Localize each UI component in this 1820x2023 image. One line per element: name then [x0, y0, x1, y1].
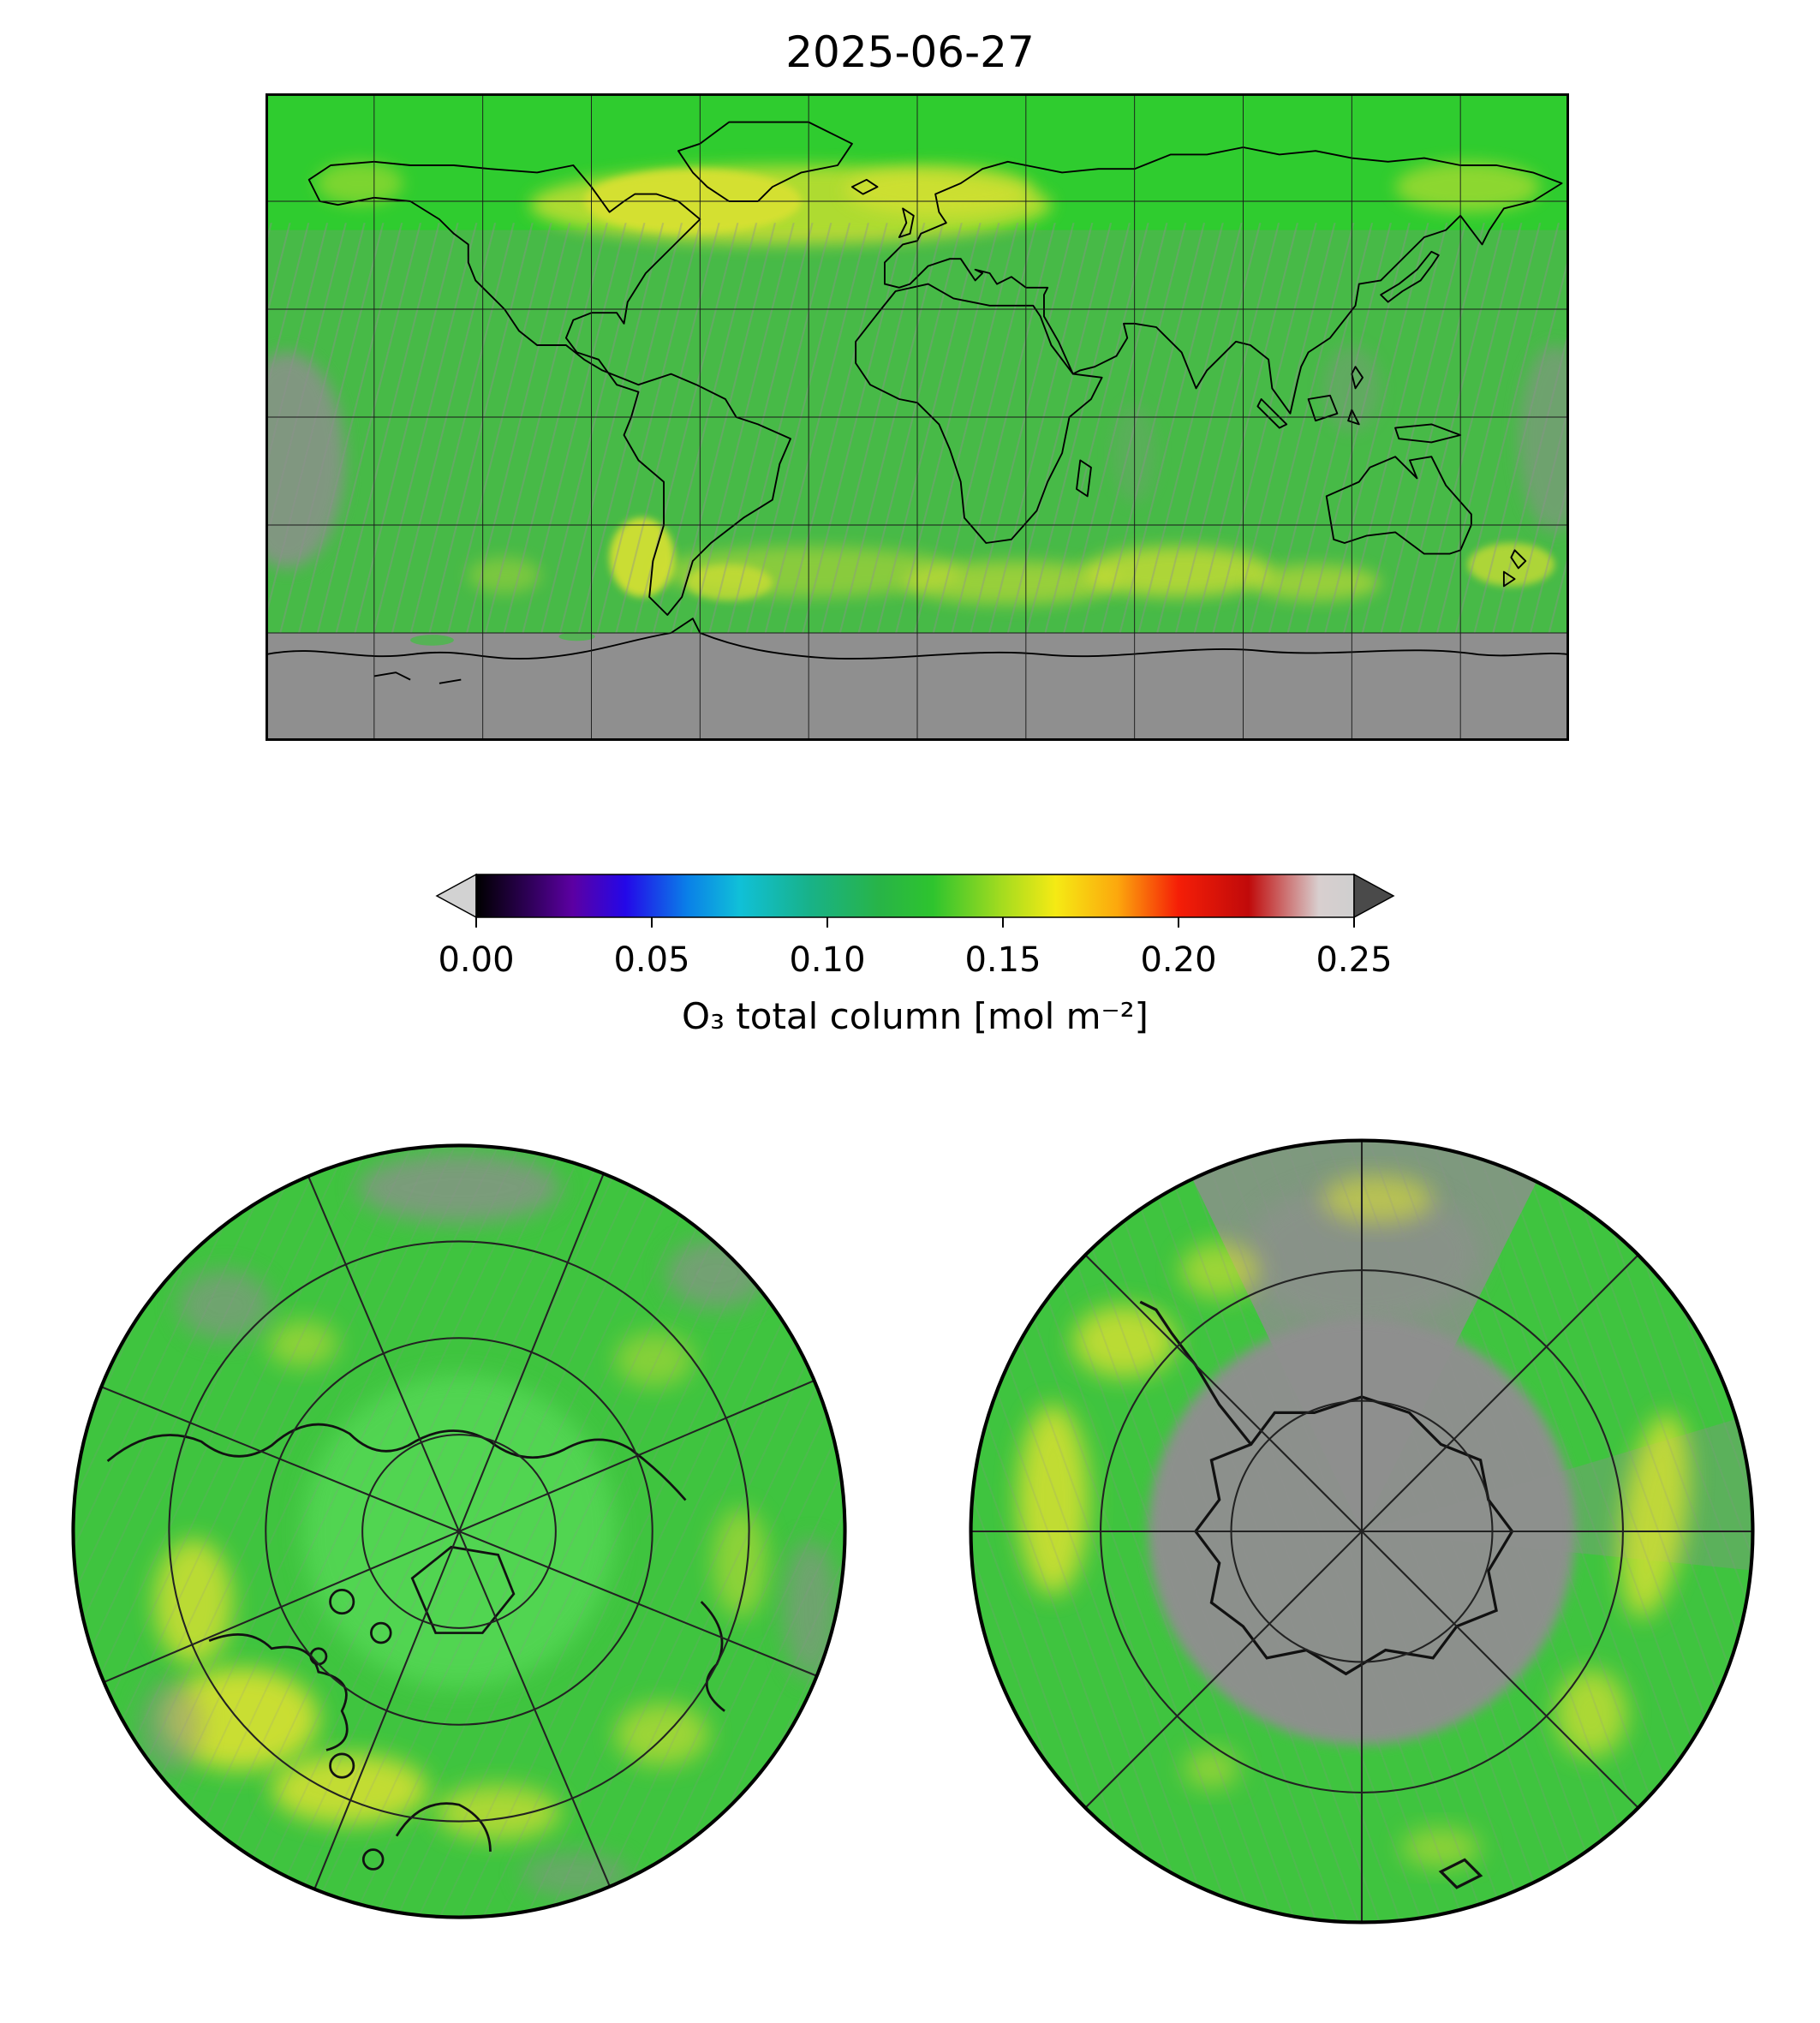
colorbar-axis-label: O₃ total column [mol m⁻²] — [682, 995, 1149, 1037]
colorbar-tick-label: 0.20 — [1140, 940, 1217, 980]
colorbar-bar — [475, 874, 1355, 918]
north-map-border — [71, 1143, 847, 1919]
colorbar-tickmarks — [475, 917, 1355, 928]
colorbar-tick-label: 0.25 — [1316, 940, 1393, 980]
colorbar-tick-label: 0.05 — [613, 940, 690, 980]
page-title: 2025-06-27 — [785, 27, 1035, 77]
colorbar — [435, 873, 1395, 928]
gridlines-north — [100, 1173, 818, 1890]
south-polar-map — [969, 1138, 1755, 1925]
global-map — [266, 93, 1569, 741]
south-map-border — [969, 1138, 1755, 1925]
colorbar-over-arrow — [1353, 873, 1395, 919]
map-border — [266, 93, 1569, 741]
colorbar-under-arrow — [435, 873, 477, 919]
gridlines-south — [970, 1139, 1754, 1924]
gridlines-global — [266, 93, 1569, 741]
colorbar-tick-label: 0.15 — [964, 940, 1041, 980]
colorbar-tick-label: 0.00 — [438, 940, 515, 980]
colorbar-tick-label: 0.10 — [789, 940, 866, 980]
north-polar-map — [71, 1143, 847, 1919]
